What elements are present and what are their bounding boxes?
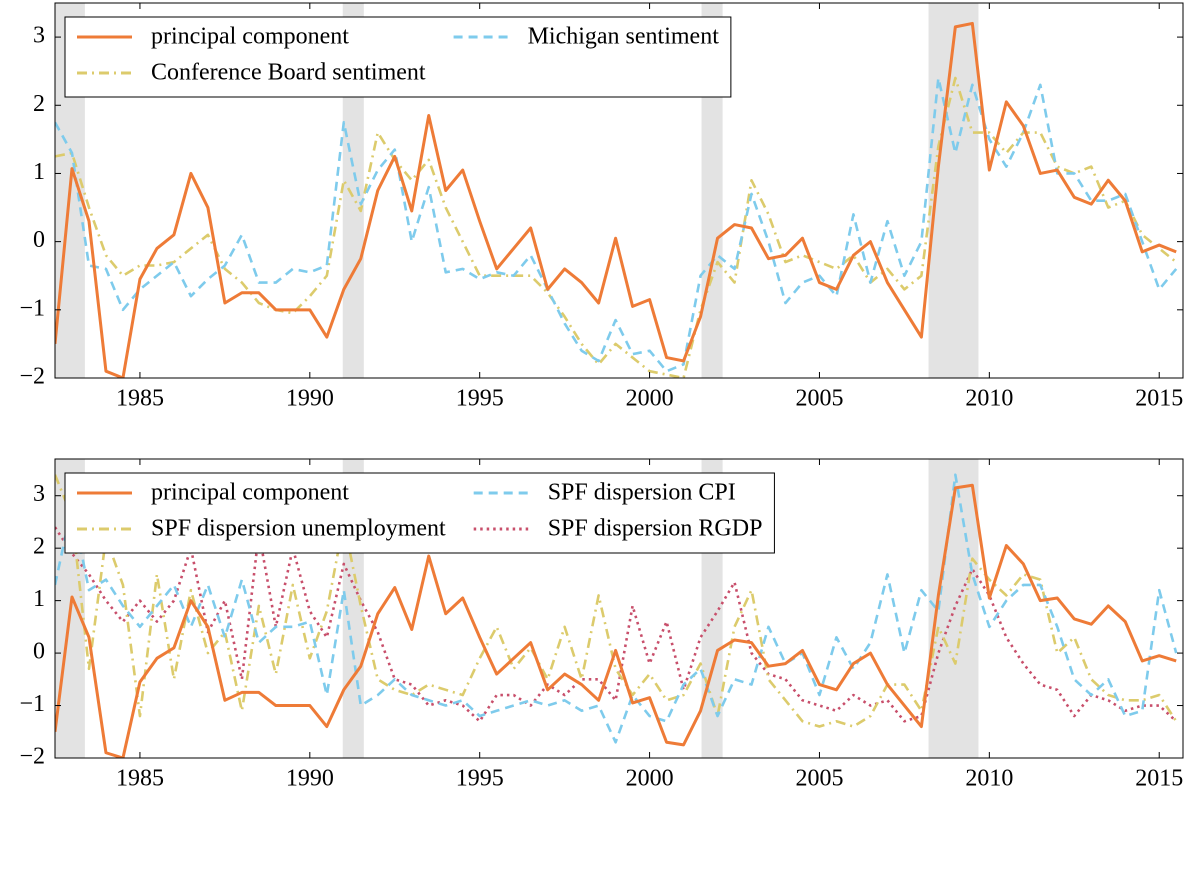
y-tick-label: 0 bbox=[33, 639, 45, 665]
x-tick-label: 1990 bbox=[286, 386, 334, 412]
x-tick-label: 1995 bbox=[456, 766, 504, 792]
y-tick-label: −1 bbox=[19, 295, 45, 321]
y-tick-label: 0 bbox=[33, 227, 45, 253]
x-tick-label: 2015 bbox=[1135, 766, 1183, 792]
series-line bbox=[55, 76, 1178, 378]
x-tick-label: 1985 bbox=[116, 386, 164, 412]
plot-frame bbox=[54, 2, 1184, 379]
x-tick-label: 1990 bbox=[286, 766, 334, 792]
y-tick-label: −1 bbox=[19, 691, 45, 717]
panel: 1985 1990 1995 2000 2005 2010 2015 −2 −1 0 1 2 3 prin… bbox=[19, 2, 1184, 412]
legend: principal component SPF dispersion CPI SPF… bbox=[64, 472, 775, 554]
legend-label: SPF dispersion unemployment bbox=[151, 516, 446, 542]
series-line bbox=[55, 483, 1177, 758]
y-tick-label: −2 bbox=[19, 364, 45, 390]
legend-label: Conference Board sentiment bbox=[151, 60, 426, 86]
legend-label: SPF dispersion RGDP bbox=[548, 516, 763, 542]
legend-label: SPF dispersion CPI bbox=[548, 480, 736, 506]
y-tick-label: 2 bbox=[33, 91, 45, 117]
legend-label: principal component bbox=[151, 480, 349, 506]
panel: 1985 1990 1995 2000 2005 2010 2015 −2 −1 0 1 2 3 prin… bbox=[19, 458, 1184, 792]
y-tick-label: 1 bbox=[33, 159, 45, 185]
x-tick-label: 2015 bbox=[1135, 386, 1183, 412]
y-tick-label: 1 bbox=[33, 586, 45, 612]
legend-box bbox=[64, 472, 775, 554]
legend-label: Michigan sentiment bbox=[528, 24, 720, 50]
series-line bbox=[55, 473, 1178, 744]
series-line bbox=[55, 76, 1178, 373]
legend: principal component Michigan sentiment Con… bbox=[64, 16, 732, 98]
series-line bbox=[55, 474, 1178, 728]
y-tick-label: −2 bbox=[19, 744, 45, 770]
x-tick-label: 2005 bbox=[795, 766, 843, 792]
y-tick-label: 2 bbox=[33, 534, 45, 560]
legend-label: principal component bbox=[151, 24, 349, 50]
y-tick-label: 3 bbox=[33, 481, 45, 507]
x-tick-label: 1995 bbox=[456, 386, 504, 412]
x-tick-label: 2000 bbox=[626, 766, 674, 792]
x-tick-label: 2010 bbox=[965, 386, 1013, 412]
series-line bbox=[55, 21, 1177, 378]
y-tick-label: 3 bbox=[33, 23, 45, 49]
x-tick-label: 2000 bbox=[626, 386, 674, 412]
x-tick-label: 2010 bbox=[965, 766, 1013, 792]
plot-frame bbox=[54, 458, 1184, 759]
legend-box bbox=[64, 16, 732, 98]
x-tick-label: 1985 bbox=[116, 766, 164, 792]
x-tick-label: 2005 bbox=[795, 386, 843, 412]
